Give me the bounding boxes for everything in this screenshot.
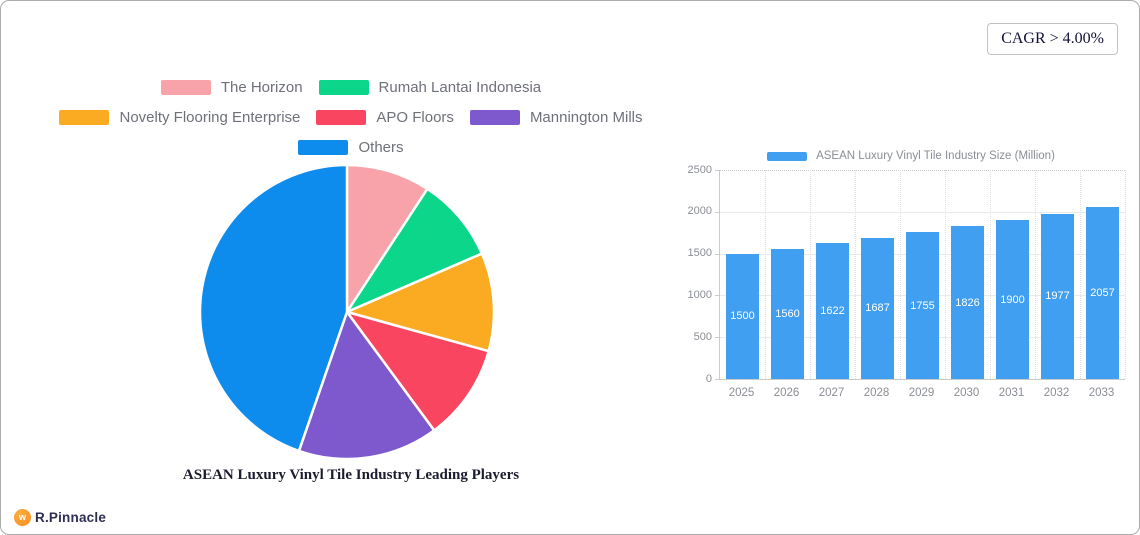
x-axis-label-2027: 2027 (818, 387, 845, 399)
y-axis-tick (715, 170, 719, 171)
y-axis-tick (715, 295, 719, 297)
pie-chart (198, 163, 496, 461)
legend-label: Mannington Mills (529, 108, 643, 126)
bar-2032: 1977 (1041, 213, 1074, 379)
bar-2026: 1560 (771, 248, 804, 379)
pie-slice-others (198, 163, 349, 453)
legend-swatch-icon (316, 109, 367, 125)
pie-slice-novelty-flooring-enterprise (345, 252, 496, 353)
pie-slice-mannington-mills (297, 310, 436, 461)
y-axis-label: 500 (693, 330, 712, 343)
x-axis-label-2032: 2032 (1043, 387, 1070, 399)
gridline-vertical (765, 170, 766, 379)
pie-legend-row: Others (298, 132, 404, 162)
bar-2033: 2057 (1086, 207, 1119, 379)
gridline-vertical (945, 170, 946, 379)
gridline-horizontal (720, 170, 1125, 171)
legend-swatch-icon (318, 79, 369, 95)
gridline-vertical (1080, 170, 1081, 379)
pie-legend-item-mannington-mills: Mannington Mills (469, 108, 643, 126)
cagr-badge: CAGR > 4.00% (987, 23, 1118, 55)
legend-label: APO Floors (376, 108, 454, 126)
bar-value-label: 1622 (820, 305, 845, 318)
gridline-vertical (1125, 170, 1126, 379)
pie-chart-title: ASEAN Luxury Vinyl Tile Industry Leading… (182, 467, 520, 483)
pie-legend-item-novelty-flooring-enterprise: Novelty Flooring Enterprise (59, 109, 300, 126)
gridline-vertical (900, 170, 901, 379)
bar-value-label: 2057 (1090, 287, 1115, 300)
y-axis-tick (715, 211, 719, 213)
y-axis-tick (715, 379, 719, 380)
gridline-vertical (1035, 170, 1036, 379)
bar-2029: 1755 (906, 232, 939, 379)
bar-value-label: 1500 (730, 310, 755, 323)
y-axis-label: 1000 (687, 288, 712, 301)
x-axis-label-2033: 2033 (1088, 387, 1115, 399)
brand-logo: w R.Pinnacle (14, 509, 106, 526)
gridline-vertical (810, 170, 811, 379)
gridline-horizontal (720, 211, 1125, 213)
pie-legend-row: Novelty Flooring Enterprise APO Floors Man… (59, 102, 643, 132)
gridline-vertical (855, 170, 856, 379)
x-axis-label-2029: 2029 (908, 387, 935, 399)
bar-value-label: 1687 (865, 302, 890, 315)
legend-swatch-icon (59, 109, 110, 125)
y-axis-label: 1500 (687, 247, 712, 260)
bar-plot-area: 1500 1560 1622 1687 1755 1826 1900 1977 2057 (719, 170, 1126, 380)
bar-value-label: 1977 (1045, 290, 1070, 303)
x-axis-label-2025: 2025 (728, 387, 755, 399)
pie-legend: The Horizon Rumah Lantai Indonesia Novelty… (1, 72, 701, 162)
pie-slice-apo-floors (345, 310, 490, 432)
bar-value-label: 1755 (910, 299, 935, 312)
bar-2025: 1500 (726, 253, 759, 379)
bar-value-label: 1826 (955, 296, 980, 309)
bar-legend: ASEAN Luxury Vinyl Tile Industry Size (M… (681, 150, 1140, 162)
pie-slice-rumah-lantai-indonesia (345, 187, 484, 314)
y-axis-label: 2500 (687, 163, 712, 176)
x-axis-label-2028: 2028 (863, 387, 890, 399)
legend-label: Rumah Lantai Indonesia (378, 78, 542, 96)
pie-legend-item-the-horizon: The Horizon (160, 78, 303, 96)
legend-swatch-icon (298, 139, 349, 155)
brand-name: R.Pinnacle (35, 510, 107, 525)
bar-value-label: 1560 (775, 307, 800, 320)
bar-2031: 1900 (996, 220, 1029, 379)
pie-legend-row: The Horizon Rumah Lantai Indonesia (160, 72, 542, 102)
bar-value-label: 1900 (1000, 293, 1025, 306)
gridline-vertical (990, 170, 991, 379)
x-axis-label-2026: 2026 (773, 387, 800, 399)
pie-legend-item-others: Others (298, 138, 404, 156)
bar-2027: 1622 (816, 243, 849, 379)
bar-2030: 1826 (951, 226, 984, 379)
bar-2028: 1687 (861, 237, 894, 379)
y-axis-tick (715, 337, 719, 339)
legend-swatch-icon (469, 109, 520, 125)
legend-label: Others (358, 138, 404, 156)
x-axis-label-2030: 2030 (953, 387, 980, 399)
bar-legend-label: ASEAN Luxury Vinyl Tile Industry Size (M… (816, 150, 1055, 162)
x-axis-label-2031: 2031 (998, 387, 1025, 399)
bar-legend-swatch (767, 151, 808, 161)
y-axis-label: 2000 (687, 205, 712, 218)
y-axis-label: 0 (705, 372, 712, 385)
y-axis-tick (715, 253, 719, 255)
legend-label: The Horizon (220, 78, 303, 96)
pie-slice-the-horizon (345, 163, 429, 314)
bar-chart: ASEAN Luxury Vinyl Tile Industry Size (M… (681, 141, 1140, 421)
legend-label: Novelty Flooring Enterprise (119, 108, 301, 126)
legend-swatch-icon (160, 79, 211, 95)
brand-circle-icon: w (14, 509, 31, 526)
pie-legend-item-rumah-lantai-indonesia: Rumah Lantai Indonesia (318, 78, 542, 96)
pie-legend-item-apo-floors: APO Floors (316, 109, 454, 126)
